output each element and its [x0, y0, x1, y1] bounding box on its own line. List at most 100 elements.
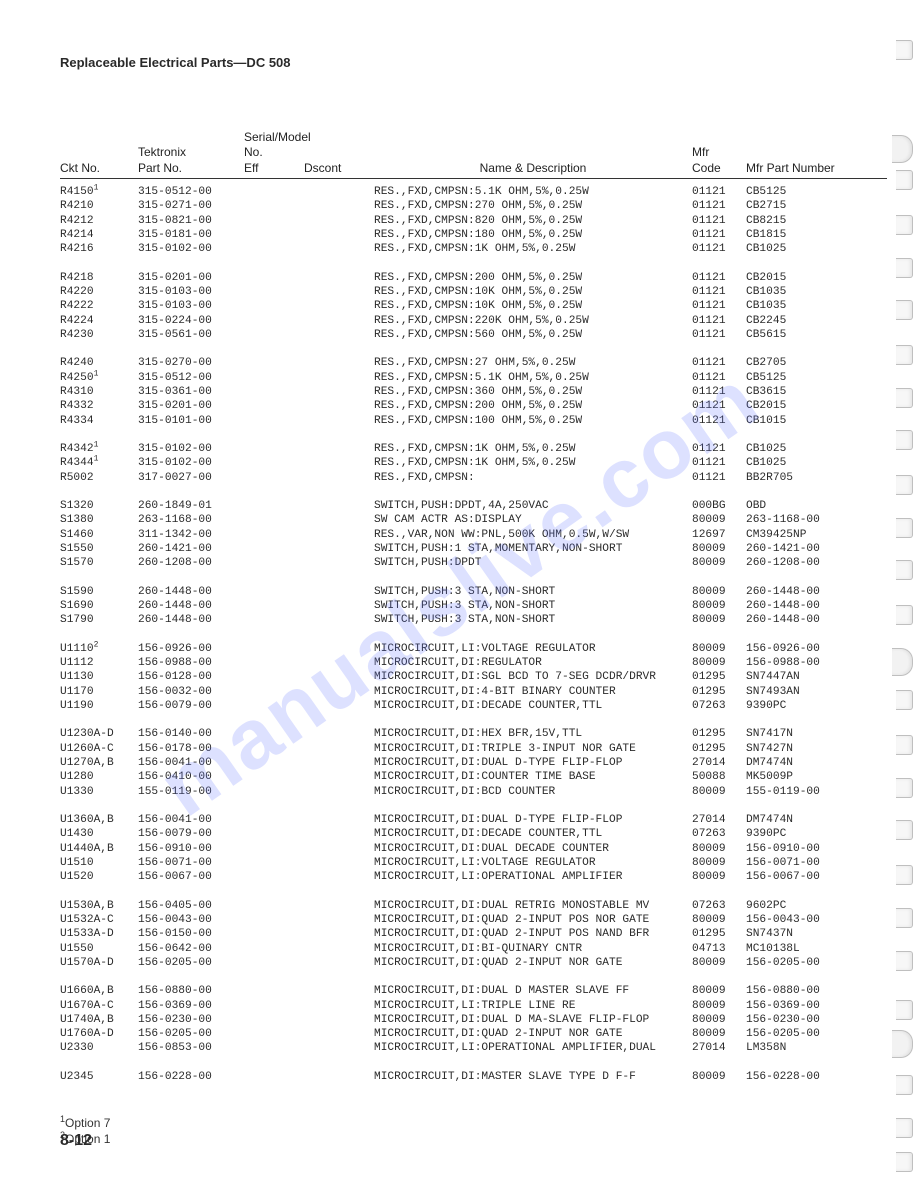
page-number: 8-12 — [60, 1132, 92, 1150]
col-dscont: Dscont — [304, 161, 374, 176]
cell-mfr-code: 07263 — [692, 827, 746, 841]
cell-mfr-part-number: 260-1208-00 — [746, 556, 887, 570]
cell-eff — [244, 899, 304, 913]
cell-mfr-part-number: 9390PC — [746, 827, 887, 841]
col-serial-model: Serial/Model No. — [244, 130, 304, 161]
table-row: R4216315-0102-00RES.,FXD,CMPSN:1K OHM,5%… — [60, 242, 887, 256]
cell-dscont — [304, 585, 374, 599]
cell-name-description: RES.,VAR,NON WW:PNL,500K OHM,0.5W,W/SW — [374, 528, 692, 542]
cell-mfr-part-number: 9390PC — [746, 699, 887, 713]
cell-name-description: MICROCIRCUIT,DI:COUNTER TIME BASE — [374, 770, 692, 784]
cell-part-no: 315-0103-00 — [138, 285, 244, 299]
cell-dscont — [304, 685, 374, 699]
table-row: U1360A,B156-0041-00MICROCIRCUIT,DI:DUAL … — [60, 813, 887, 827]
cell-eff — [244, 228, 304, 242]
cell-ckt-no: U1760A-D — [60, 1027, 138, 1041]
cell-name-description: RES.,FXD,CMPSN:5.1K OHM,5%,0.25W — [374, 371, 692, 385]
cell-mfr-part-number: SN7437N — [746, 927, 887, 941]
table-row: U11102156-0926-00MICROCIRCUIT,LI:VOLTAGE… — [60, 642, 887, 656]
cell-dscont — [304, 528, 374, 542]
cell-mfr-part-number: 156-0369-00 — [746, 999, 887, 1013]
cell-ckt-no: R4334 — [60, 414, 138, 428]
cell-name-description: SWITCH,PUSH:1 STA,MOMENTARY,NON-SHORT — [374, 542, 692, 556]
cell-dscont — [304, 513, 374, 527]
table-row: S1590260-1448-00SWITCH,PUSH:3 STA,NON-SH… — [60, 585, 887, 599]
cell-name-description: RES.,FXD,CMPSN:820 OHM,5%,0.25W — [374, 214, 692, 228]
cell-part-no: 155-0119-00 — [138, 785, 244, 799]
cell-mfr-part-number: DM7474N — [746, 813, 887, 827]
cell-part-no: 315-0361-00 — [138, 385, 244, 399]
cell-part-no: 315-0201-00 — [138, 271, 244, 285]
cell-part-no: 156-0230-00 — [138, 1013, 244, 1027]
cell-mfr-code: 01121 — [692, 285, 746, 299]
cell-eff — [244, 185, 304, 199]
cell-dscont — [304, 642, 374, 656]
table-row: R43441315-0102-00RES.,FXD,CMPSN:1K OHM,5… — [60, 456, 887, 470]
cell-eff — [244, 999, 304, 1013]
cell-eff — [244, 385, 304, 399]
cell-part-no: 311-1342-00 — [138, 528, 244, 542]
cell-name-description: RES.,FXD,CMPSN:200 OHM,5%,0.25W — [374, 271, 692, 285]
cell-mfr-part-number: 156-0071-00 — [746, 856, 887, 870]
cell-mfr-code: 01295 — [692, 670, 746, 684]
table-row: U1740A,B156-0230-00MICROCIRCUIT,DI:DUAL … — [60, 1013, 887, 1027]
col-name-description: Name & Description — [480, 161, 587, 176]
cell-dscont — [304, 656, 374, 670]
cell-mfr-part-number: SN7493AN — [746, 685, 887, 699]
cell-ckt-no: S1790 — [60, 613, 138, 627]
cell-ckt-no: U11102 — [60, 642, 138, 656]
cell-dscont — [304, 399, 374, 413]
cell-mfr-code: 04713 — [692, 942, 746, 956]
table-row: R43421315-0102-00RES.,FXD,CMPSN:1K OHM,5… — [60, 442, 887, 456]
group-gap — [60, 713, 887, 727]
table-row: U1760A-D156-0205-00MICROCIRCUIT,DI:QUAD … — [60, 1027, 887, 1041]
cell-name-description: MICROCIRCUIT,DI:QUAD 2-INPUT POS NOR GAT… — [374, 913, 692, 927]
cell-mfr-code: 01121 — [692, 199, 746, 213]
cell-eff — [244, 856, 304, 870]
cell-dscont — [304, 742, 374, 756]
cell-mfr-code: 01121 — [692, 356, 746, 370]
cell-dscont — [304, 870, 374, 884]
cell-mfr-part-number: CB1025 — [746, 456, 887, 470]
cell-ckt-no: U1330 — [60, 785, 138, 799]
cell-mfr-code: 80009 — [692, 599, 746, 613]
cell-part-no: 156-0988-00 — [138, 656, 244, 670]
cell-part-no: 315-0103-00 — [138, 299, 244, 313]
page-title: Replaceable Electrical Parts—DC 508 — [60, 55, 887, 70]
cell-ckt-no: U1360A,B — [60, 813, 138, 827]
group-gap — [60, 257, 887, 271]
cell-eff — [244, 770, 304, 784]
cell-dscont — [304, 984, 374, 998]
cell-mfr-code: 50088 — [692, 770, 746, 784]
cell-dscont — [304, 942, 374, 956]
cell-mfr-part-number: CB2705 — [746, 356, 887, 370]
table-row: R4224315-0224-00RES.,FXD,CMPSN:220K OHM,… — [60, 314, 887, 328]
cell-name-description: MICROCIRCUIT,DI:DUAL D MA-SLAVE FLIP-FLO… — [374, 1013, 692, 1027]
cell-ckt-no: R4310 — [60, 385, 138, 399]
cell-mfr-part-number: CB1035 — [746, 285, 887, 299]
cell-eff — [244, 870, 304, 884]
cell-part-no: 260-1421-00 — [138, 542, 244, 556]
cell-eff — [244, 942, 304, 956]
cell-part-no: 156-0041-00 — [138, 756, 244, 770]
cell-part-no: 156-0140-00 — [138, 727, 244, 741]
cell-mfr-part-number: CB1015 — [746, 414, 887, 428]
cell-mfr-part-number: CB1025 — [746, 242, 887, 256]
cell-eff — [244, 1070, 304, 1084]
cell-ckt-no: U1230A-D — [60, 727, 138, 741]
cell-ckt-no: U1533A-D — [60, 927, 138, 941]
cell-name-description: MICROCIRCUIT,LI:OPERATIONAL AMPLIFIER,DU… — [374, 1041, 692, 1055]
cell-mfr-part-number: MK5009P — [746, 770, 887, 784]
col-mfr-part-number: Mfr Part Number — [746, 161, 887, 176]
cell-dscont — [304, 385, 374, 399]
cell-eff — [244, 984, 304, 998]
cell-name-description: MICROCIRCUIT,DI:BCD COUNTER — [374, 785, 692, 799]
col-eff: Eff — [244, 161, 304, 176]
footnotes: 1Option 72Option 1 — [60, 1114, 887, 1146]
cell-eff — [244, 599, 304, 613]
cell-name-description: MICROCIRCUIT,DI:DECADE COUNTER,TTL — [374, 699, 692, 713]
table-row: U1112156-0988-00MICROCIRCUIT,DI:REGULATO… — [60, 656, 887, 670]
cell-part-no: 315-0821-00 — [138, 214, 244, 228]
table-row: U1570A-D156-0205-00MICROCIRCUIT,DI:QUAD … — [60, 956, 887, 970]
cell-mfr-code: 07263 — [692, 699, 746, 713]
